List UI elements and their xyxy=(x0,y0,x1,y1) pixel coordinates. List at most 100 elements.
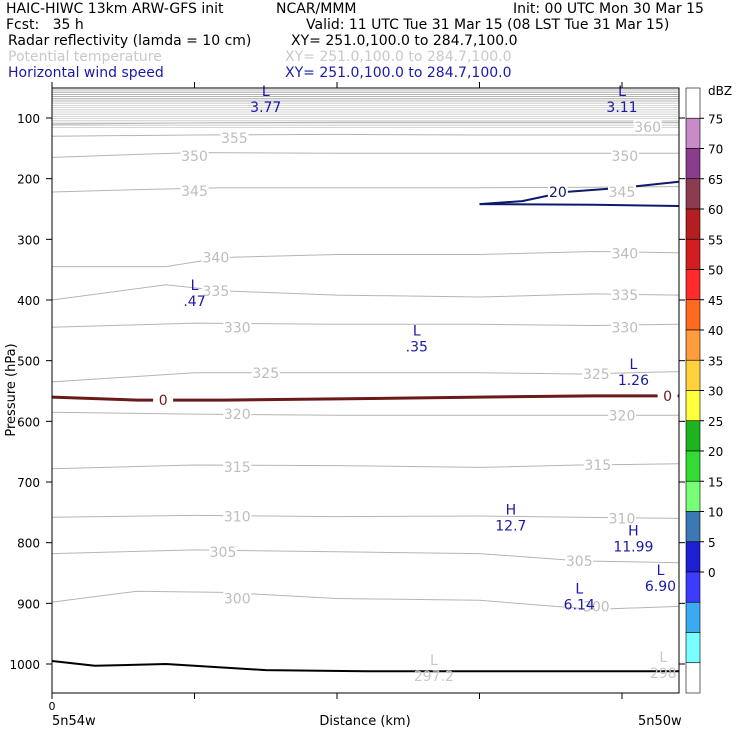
theta-label: 345 xyxy=(181,184,208,200)
y-axis-label: Pressure (hPa) xyxy=(4,343,19,436)
extremum-symbol: L xyxy=(575,581,583,597)
theta-contour-320 xyxy=(51,411,679,416)
theta-contour-310 xyxy=(51,514,680,519)
theta-label-bg xyxy=(201,249,230,264)
theta-label: 300 xyxy=(224,591,251,607)
colorbar-label: 15 xyxy=(708,475,723,489)
colorbar-swatch xyxy=(685,480,701,512)
colorbar-swatch xyxy=(685,299,701,331)
extremum-value: 6.90 xyxy=(645,579,676,595)
field-wind-xy: XY= 251.0,100.0 to 284.7,100.0 xyxy=(285,65,512,81)
extremum-symbol: H xyxy=(628,524,639,540)
colorbar-label: 45 xyxy=(708,294,723,308)
theta-label-bg xyxy=(608,407,636,422)
colorbar-swatch xyxy=(685,390,701,422)
theta-label: 320 xyxy=(609,408,636,424)
theta-label: 325 xyxy=(252,366,279,382)
theta-label-bg xyxy=(223,458,252,473)
forecast-hour: Fcst: 35 h xyxy=(6,17,84,33)
extremum-value: 12.7 xyxy=(495,518,526,534)
theta-label: 320 xyxy=(224,407,251,423)
theta-label-bg xyxy=(565,552,594,567)
colorbar-swatch xyxy=(685,208,701,240)
theta-label-bg xyxy=(209,543,237,558)
theta-contour-305 xyxy=(51,549,680,564)
x-left-label: 5n54w xyxy=(52,714,96,729)
colorbar-swatch xyxy=(685,662,701,694)
wind-contour-20 xyxy=(479,180,680,206)
colorbar-label: 75 xyxy=(708,112,723,126)
theta-label: 360 xyxy=(634,120,661,136)
extremum-value: 298 xyxy=(650,666,677,682)
theta-label: 330 xyxy=(611,320,638,336)
field-theta-name: Potential temperature xyxy=(8,49,162,65)
colorbar-label: 20 xyxy=(708,445,723,459)
theta-label-bg xyxy=(180,148,209,163)
field-theta-xy: XY= 251.0,100.0 to 284.7,100.0 xyxy=(285,49,512,65)
wind-speed-contours xyxy=(479,180,680,207)
theta-label-bg xyxy=(251,364,280,379)
extremum-symbol: L xyxy=(262,84,270,100)
y-tick-label: 800 xyxy=(17,537,40,551)
theta-contour-330 xyxy=(51,322,680,328)
theta-label: 335 xyxy=(203,284,230,300)
theta-label-bg xyxy=(223,406,252,421)
colorbar-swatch xyxy=(685,601,701,633)
theta-label-bg xyxy=(582,366,611,381)
colorbar-swatch xyxy=(685,632,701,664)
y-tick-label: 300 xyxy=(17,233,40,247)
y-tick-label: 200 xyxy=(17,173,40,187)
theta-label-bg xyxy=(201,282,230,297)
y-tick-label: 600 xyxy=(17,415,40,429)
colorbar-swatch xyxy=(685,329,701,361)
extremum-value: 11.99 xyxy=(613,540,653,556)
theta-label: 315 xyxy=(584,458,611,474)
theta-label: 345 xyxy=(609,185,636,201)
theta-label: 350 xyxy=(611,149,638,165)
theta-label: 350 xyxy=(181,149,208,165)
theta-label: 305 xyxy=(210,545,237,561)
colorbar-label: 25 xyxy=(708,415,723,429)
colorbar-label: 65 xyxy=(708,173,723,187)
theta-contour-335 xyxy=(51,284,680,301)
theta-label: 340 xyxy=(203,251,230,267)
field-reflectivity-name: Radar reflectivity (lamda = 10 cm) xyxy=(8,33,252,49)
contour-inline-label: 0 xyxy=(159,393,168,409)
colorbar-swatch xyxy=(685,359,701,391)
theta-label: 310 xyxy=(224,510,251,526)
contour-label-bg xyxy=(547,184,568,199)
colorbar-label: 10 xyxy=(708,506,723,520)
extremum-value: 1.26 xyxy=(618,373,649,389)
extremum-symbol: L xyxy=(618,84,626,100)
colorbar-label: 30 xyxy=(708,385,723,399)
theta-label: 335 xyxy=(611,288,638,304)
theta-label: 340 xyxy=(611,246,638,262)
colorbar-swatch xyxy=(685,420,701,452)
contour-inline-label: 0 xyxy=(663,389,672,405)
colorbar-swatch xyxy=(685,511,701,543)
theta-label-bg xyxy=(180,182,209,197)
y-tick-label: 500 xyxy=(17,355,40,369)
extremum-symbol: H xyxy=(506,502,517,518)
contour-labels: 360 355 350 350 345 345 340 340 335 335 330 330 325 3… xyxy=(153,84,678,685)
extremum-value: 6.14 xyxy=(564,597,595,613)
theta-label-bg xyxy=(608,510,636,525)
valid-time: Valid: 11 UTC Tue 31 Mar 15 (08 LST Tue … xyxy=(306,17,670,33)
theta-label: 355 xyxy=(221,131,248,147)
reflectivity-contour-0 xyxy=(51,394,679,402)
theta-contour-340 xyxy=(52,250,680,268)
colorbar-swatch xyxy=(685,117,701,149)
theta-contour-355 xyxy=(51,133,679,137)
theta-contour-360 xyxy=(51,121,679,125)
colorbar-swatch xyxy=(685,148,701,180)
reflectivity-contours xyxy=(51,394,679,402)
theta-label-bg xyxy=(610,148,639,163)
theta-label-bg xyxy=(582,598,611,613)
colorbar-unit: dBZ xyxy=(708,84,732,98)
extremum-symbol: L xyxy=(430,653,438,669)
extremum-value: 297.2 xyxy=(414,669,454,685)
theta-label-bg xyxy=(220,130,249,145)
theta-label-bg xyxy=(223,590,252,605)
